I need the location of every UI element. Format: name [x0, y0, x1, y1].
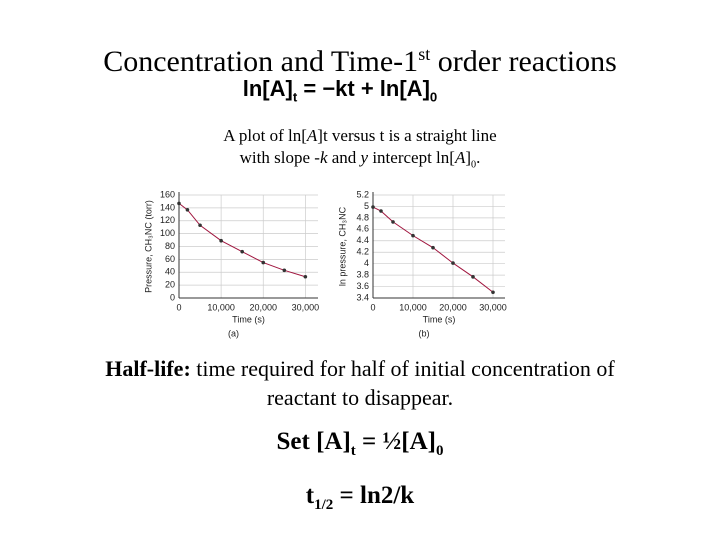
eq-part: ln[A] [242, 76, 293, 101]
y-tick-label: 80 [165, 241, 175, 251]
text: intercept ln[ [368, 148, 455, 167]
y-tick-label: 120 [160, 215, 175, 225]
set-equation: Set [A]t = ½[A]0 [0, 428, 720, 460]
data-point [379, 209, 383, 213]
text: A plot of ln[ [223, 126, 307, 145]
title-sup: st [418, 44, 431, 64]
data-point [303, 274, 308, 279]
x-axis-label: Time (s) [232, 314, 265, 324]
y-tick-label: 60 [165, 254, 175, 264]
data-point [177, 201, 181, 206]
y-tick-label: 4.6 [356, 224, 369, 234]
y-axis-label: ln pressure, CH₃NC [337, 206, 347, 286]
data-point [185, 208, 190, 212]
x-tick-label: 10,000 [399, 302, 427, 312]
x-axis-label: Time (s) [423, 314, 456, 324]
data-line [178, 202, 306, 278]
text: = ½[A] [355, 428, 436, 455]
text: and [327, 148, 361, 167]
caption: (b) [419, 328, 430, 338]
text: t [305, 482, 315, 509]
text: y [360, 148, 369, 167]
title-text: Concentration and Time-1 [103, 45, 419, 78]
caption: (a) [228, 328, 239, 338]
y-tick-label: 4.2 [356, 247, 369, 257]
y-tick-label: 3.4 [356, 292, 369, 302]
text: t [350, 443, 356, 459]
half-life: Half-life: time required for half of ini… [0, 354, 720, 412]
y-tick-label: 40 [165, 267, 175, 277]
text: k [319, 148, 328, 167]
text: . [476, 148, 481, 167]
text: 0 [471, 159, 477, 171]
data-point [371, 205, 375, 209]
text: ]t versus t is a straight line [317, 126, 497, 145]
eq-sub: t [292, 89, 298, 105]
y-tick-label: 4.4 [356, 235, 369, 245]
x-tick-label: 10,000 [207, 302, 235, 312]
data-point [411, 233, 415, 238]
x-tick-label: 30,000 [479, 302, 507, 312]
title: Concentration and Time-1st order reactio… [0, 44, 720, 79]
term: Half-life: [105, 356, 191, 381]
half-life-equation: t1/2 = ln2/k [0, 482, 720, 514]
data-point [471, 275, 475, 279]
y-tick-label: 4.8 [356, 212, 369, 222]
x-tick-label: 0 [176, 302, 181, 312]
data-line [372, 206, 494, 293]
text: 1/2 [314, 497, 334, 513]
y-tick-label: 4 [364, 258, 369, 268]
data-point [219, 238, 223, 243]
data-point [491, 290, 495, 295]
equation: ln[A]t = −kt + ln[A]0 [0, 76, 700, 104]
text: 0 [435, 443, 444, 459]
definition: time required for half of initial concen… [190, 356, 615, 410]
data-point [240, 249, 244, 254]
y-tick-label: 3.8 [356, 269, 369, 279]
x-tick-label: 30,000 [292, 302, 320, 312]
y-tick-label: 3.6 [356, 281, 369, 291]
data-point [261, 260, 266, 265]
data-point [451, 261, 455, 265]
x-tick-label: 20,000 [249, 302, 277, 312]
y-tick-label: 5.2 [356, 189, 369, 199]
data-point [198, 223, 202, 228]
y-tick-label: 100 [160, 228, 175, 238]
text: = ln2/k [333, 482, 415, 509]
y-tick-label: 5 [364, 201, 369, 211]
text: ] [465, 148, 471, 167]
y-tick-label: 20 [165, 280, 175, 290]
x-tick-label: 20,000 [439, 302, 467, 312]
title-rest: order reactions [430, 45, 617, 78]
y-tick-label: 160 [160, 189, 175, 199]
y-tick-label: 0 [170, 292, 175, 302]
text: with slope - [239, 148, 320, 167]
description: A plot of ln[A]t versus t is a straight … [0, 125, 720, 176]
text: A [454, 148, 466, 167]
data-point [431, 245, 435, 250]
data-point [282, 268, 287, 273]
text: Set [A] [276, 428, 351, 455]
data-point [391, 220, 395, 224]
y-axis-label: Pressure, CH₃NC (torr) [143, 200, 153, 293]
eq-sub: 0 [429, 89, 438, 105]
y-tick-label: 140 [160, 202, 175, 212]
text: A [306, 126, 318, 145]
eq-part: = −kt + ln[A] [297, 76, 430, 101]
x-tick-label: 0 [370, 302, 375, 312]
